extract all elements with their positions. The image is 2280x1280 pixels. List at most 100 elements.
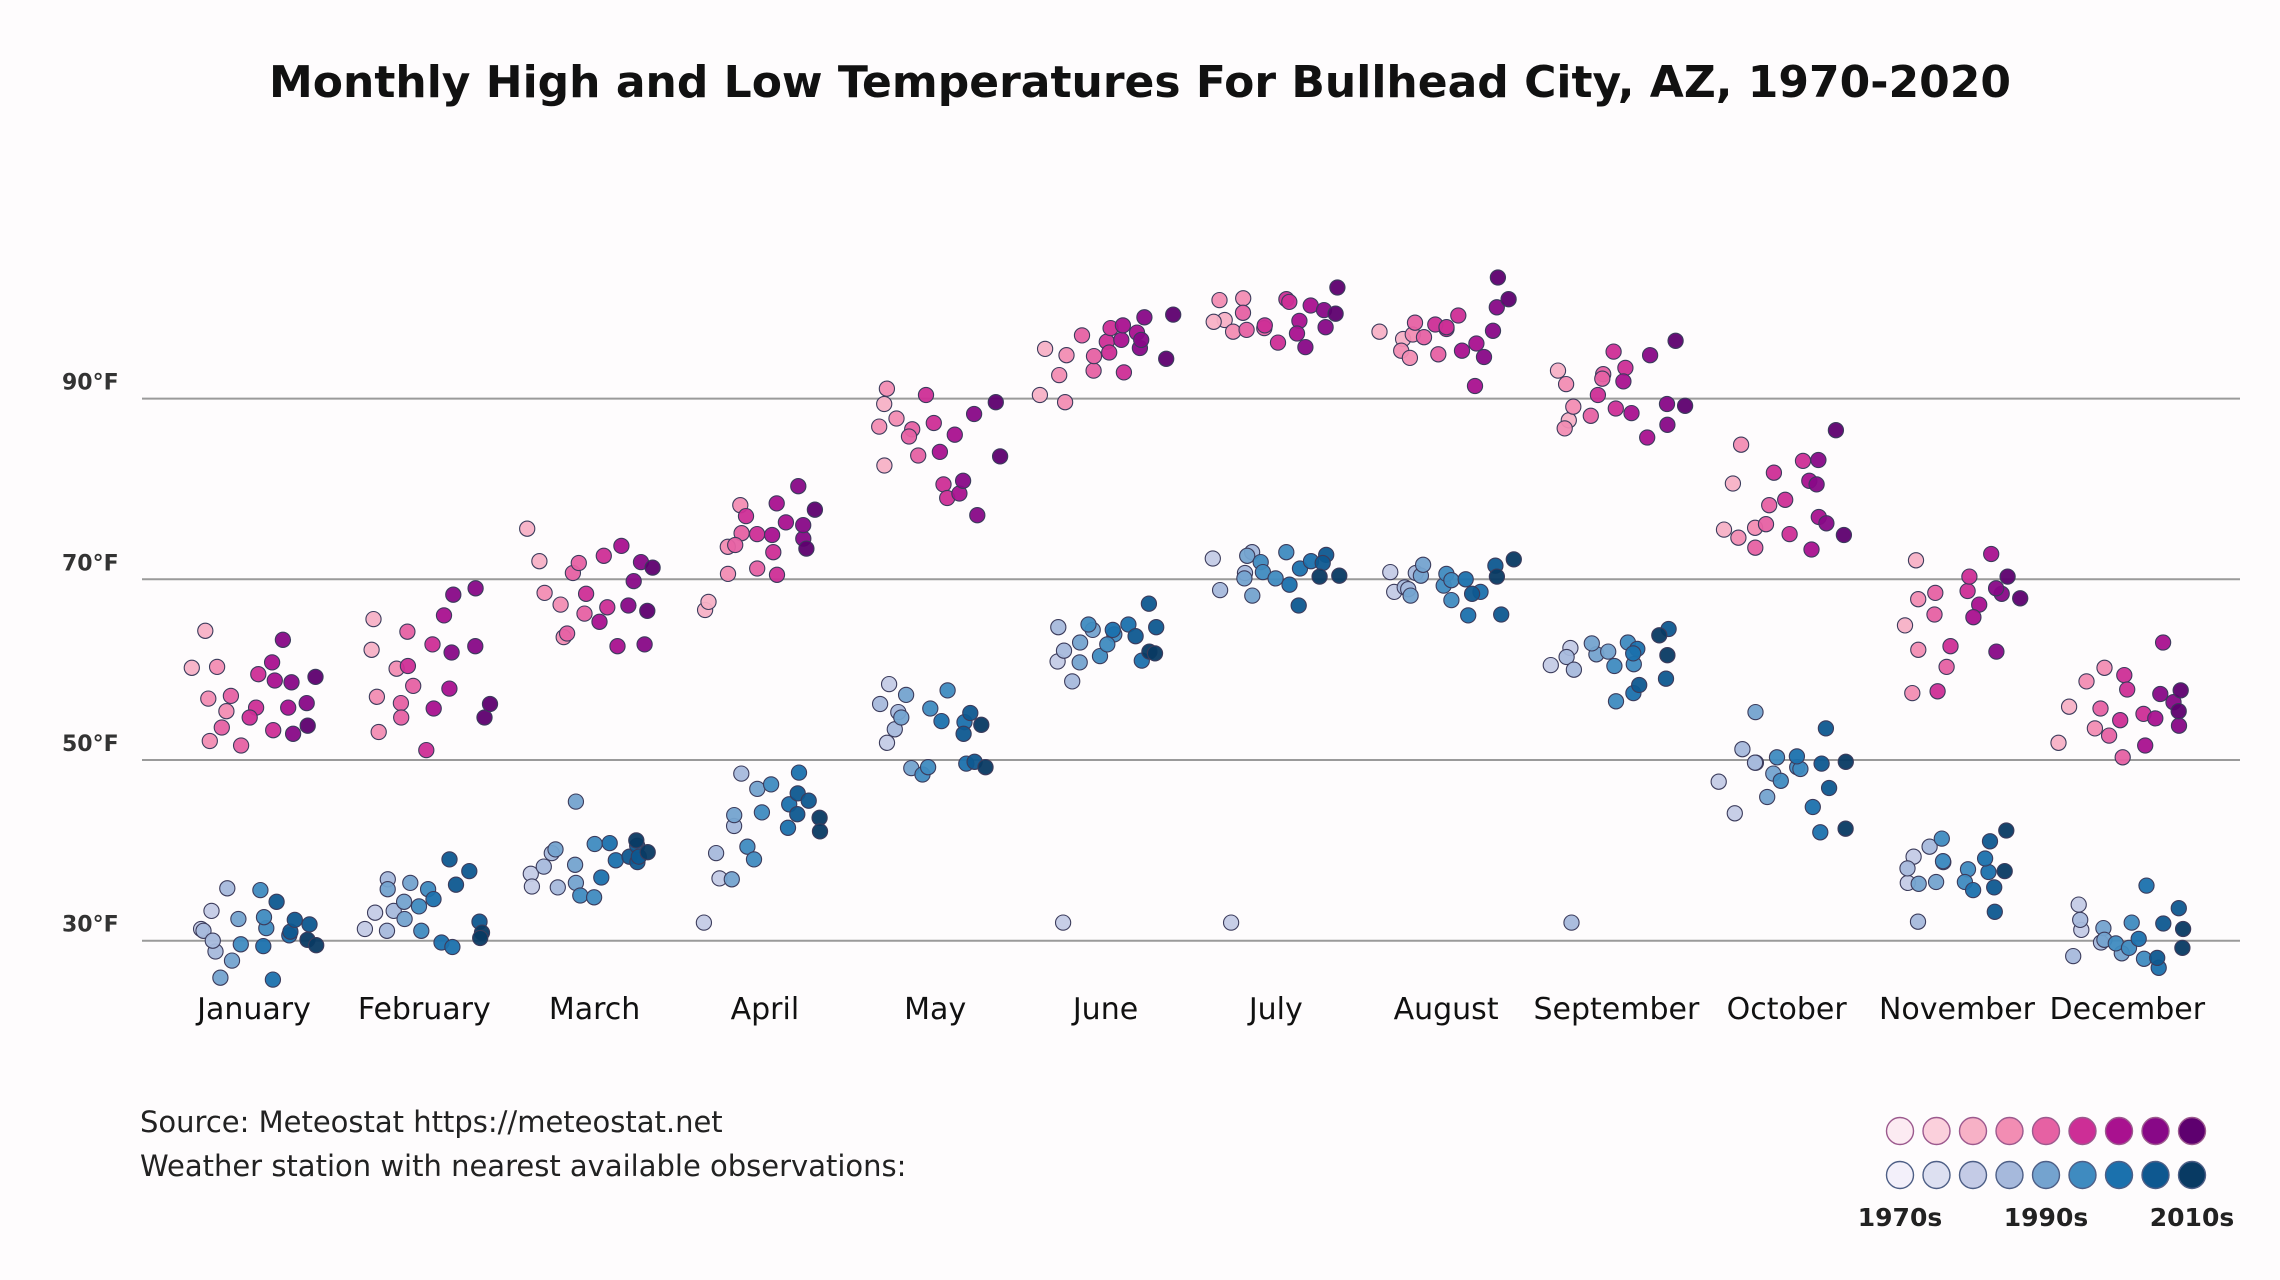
data-point bbox=[2086, 720, 2104, 737]
data-point bbox=[558, 625, 576, 642]
data-point bbox=[443, 644, 460, 661]
data-point bbox=[230, 910, 247, 928]
data-point bbox=[378, 922, 396, 939]
data-point bbox=[232, 936, 249, 953]
data-point bbox=[467, 580, 484, 597]
data-point bbox=[1071, 634, 1089, 651]
data-point bbox=[900, 428, 918, 445]
data-point bbox=[1146, 645, 1164, 662]
data-point bbox=[523, 878, 541, 895]
data-point bbox=[2114, 749, 2131, 766]
data-point bbox=[876, 457, 893, 474]
data-point bbox=[777, 514, 795, 531]
data-point bbox=[723, 871, 740, 888]
data-point bbox=[2155, 915, 2172, 932]
data-point bbox=[1757, 516, 1775, 533]
data-point bbox=[1772, 772, 1789, 789]
data-point bbox=[1639, 429, 1656, 446]
data-point bbox=[910, 447, 927, 464]
data-point bbox=[1909, 913, 1927, 930]
data-point bbox=[1281, 293, 1298, 311]
data-point bbox=[263, 654, 281, 671]
data-point bbox=[962, 704, 979, 722]
data-point bbox=[1659, 647, 1676, 664]
data-point bbox=[368, 688, 386, 705]
legend-swatch bbox=[1922, 1160, 1951, 1190]
data-point bbox=[519, 520, 536, 537]
data-point bbox=[1904, 684, 1921, 702]
data-point bbox=[2123, 914, 2140, 931]
x-tick-label: September bbox=[1533, 992, 1699, 1027]
data-point bbox=[2172, 682, 2189, 699]
data-point bbox=[2149, 949, 2166, 967]
data-points bbox=[183, 269, 2192, 988]
data-point bbox=[763, 526, 781, 544]
data-point bbox=[1055, 642, 1073, 659]
data-point bbox=[586, 835, 603, 853]
data-point bbox=[1827, 422, 1845, 439]
data-point bbox=[1837, 820, 1854, 837]
data-point bbox=[307, 668, 324, 686]
data-point bbox=[1475, 348, 1493, 366]
y-tick-label: 90°F bbox=[62, 371, 119, 396]
data-point bbox=[2116, 666, 2133, 684]
data-point bbox=[1558, 648, 1575, 666]
data-point bbox=[1981, 833, 1999, 850]
data-point bbox=[876, 395, 893, 413]
data-point bbox=[1205, 313, 1222, 330]
data-point bbox=[1050, 619, 1067, 636]
legend-swatch bbox=[2141, 1160, 2170, 1190]
legend-swatch bbox=[2141, 1116, 2170, 1146]
source-line: Source: Meteostat https://meteostat.net bbox=[140, 1105, 723, 1139]
data-point bbox=[425, 890, 442, 908]
data-point bbox=[1933, 830, 1950, 847]
data-point bbox=[1488, 299, 1505, 316]
data-point bbox=[197, 622, 214, 639]
x-tick-label: April bbox=[731, 992, 800, 1027]
data-point bbox=[1224, 323, 1242, 340]
data-point bbox=[1297, 338, 1314, 356]
data-point bbox=[739, 838, 756, 855]
data-point bbox=[1235, 290, 1252, 307]
data-point bbox=[1921, 838, 1938, 855]
data-point bbox=[795, 516, 812, 534]
data-point bbox=[1565, 398, 1582, 415]
data-point bbox=[1453, 342, 1471, 359]
data-point bbox=[1803, 541, 1820, 558]
data-point bbox=[218, 703, 235, 720]
data-point bbox=[595, 547, 612, 564]
data-point bbox=[1998, 822, 2015, 839]
y-tick-label: 70°F bbox=[62, 551, 119, 576]
data-point bbox=[1460, 607, 1477, 624]
data-point bbox=[1615, 373, 1632, 390]
x-tick-label: February bbox=[358, 992, 491, 1027]
data-point bbox=[1136, 309, 1153, 326]
data-point bbox=[1715, 521, 1733, 538]
data-point bbox=[1768, 749, 1786, 766]
data-point bbox=[370, 723, 387, 741]
data-point bbox=[577, 585, 595, 602]
data-point bbox=[1988, 643, 2005, 660]
data-point bbox=[2174, 939, 2191, 957]
data-point bbox=[1667, 332, 1684, 349]
data-point bbox=[2152, 685, 2169, 703]
data-point bbox=[1290, 597, 1307, 614]
data-point bbox=[1127, 628, 1144, 645]
data-point bbox=[476, 709, 493, 726]
data-point bbox=[973, 716, 990, 733]
legend-swatch bbox=[1885, 1116, 1915, 1146]
data-point bbox=[1813, 755, 1830, 772]
data-point bbox=[733, 765, 750, 782]
data-point bbox=[707, 844, 725, 862]
data-point bbox=[1327, 305, 1344, 322]
x-tick-label: May bbox=[904, 992, 966, 1027]
data-point bbox=[299, 717, 316, 734]
data-point bbox=[2119, 681, 2136, 698]
data-point bbox=[762, 776, 780, 793]
gridlines bbox=[142, 397, 2240, 942]
data-point bbox=[481, 695, 499, 713]
data-point bbox=[212, 969, 229, 986]
data-point bbox=[1505, 551, 1522, 568]
data-point bbox=[1556, 420, 1573, 437]
data-point bbox=[1542, 656, 1559, 674]
